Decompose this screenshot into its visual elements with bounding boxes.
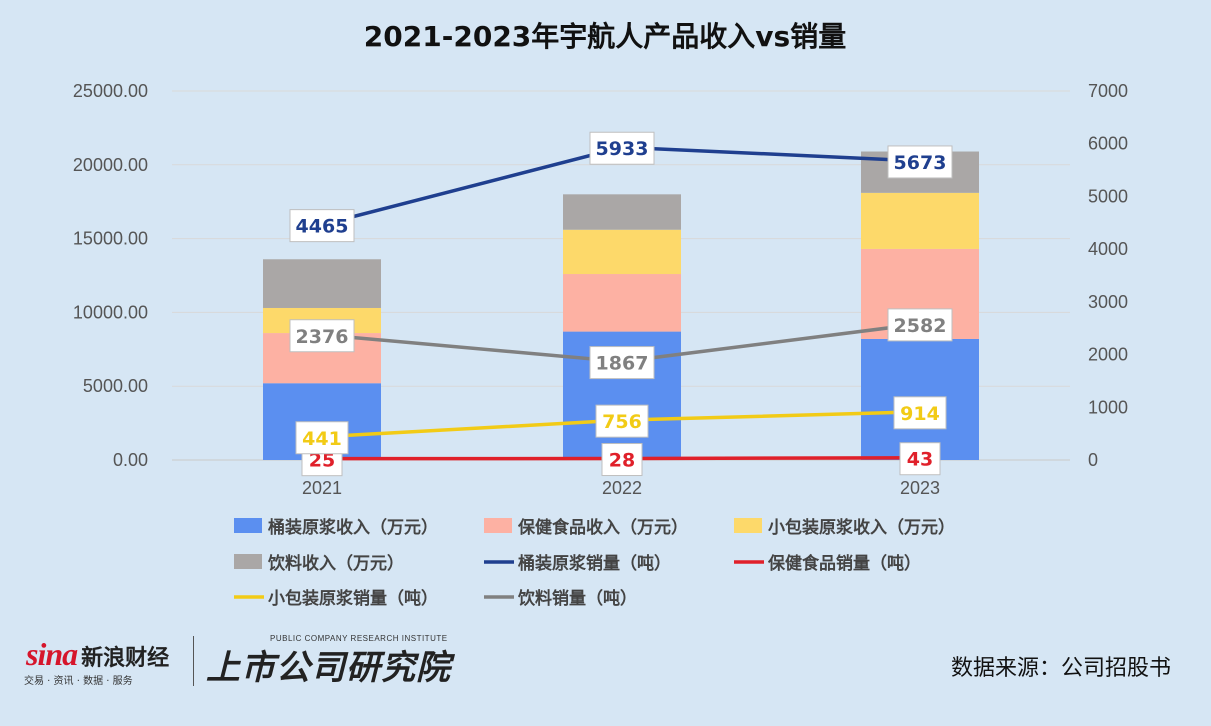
data-label: 43	[907, 449, 933, 471]
right-axis-tick-label: 2000	[1088, 345, 1128, 365]
right-axis-tick-label: 1000	[1088, 397, 1128, 417]
right-axis-tick-label: 6000	[1088, 134, 1128, 154]
data-label: 756	[602, 411, 642, 433]
footer: sina 新浪财经 交易 · 资讯 · 数据 · 服务 PUBLIC COMPAN…	[0, 628, 1211, 698]
data-label: 5933	[596, 138, 649, 160]
footer-divider	[193, 636, 194, 686]
legend-swatch	[734, 518, 762, 533]
right-axis-tick-label: 7000	[1088, 81, 1128, 101]
data-label-box	[887, 308, 953, 342]
data-label-box	[887, 145, 953, 179]
x-axis-category-label: 2022	[602, 478, 642, 498]
data-label: 4465	[296, 216, 349, 238]
data-label-box	[589, 131, 655, 165]
legend-label: 桶装原浆销量（吨）	[518, 553, 671, 574]
legend-label: 保健食品收入（万元）	[517, 517, 688, 538]
data-label-box	[289, 319, 355, 353]
legend-label: 保健食品销量（吨）	[767, 553, 921, 574]
legend-label: 小包装原浆收入（万元）	[768, 517, 955, 538]
data-label-box	[601, 443, 643, 477]
data-label-box	[893, 396, 947, 430]
legend-label: 饮料销量（吨）	[517, 588, 637, 609]
left-axis-tick-label: 15000.00	[73, 229, 148, 249]
bar-segment	[263, 259, 381, 308]
institute-logo: 上市公司研究院	[206, 648, 451, 688]
data-label: 914	[900, 403, 940, 425]
data-label: 2376	[296, 326, 349, 348]
right-axis-tick-label: 5000	[1088, 186, 1128, 206]
right-axis-tick-label: 3000	[1088, 292, 1128, 312]
left-axis-tick-label: 5000.00	[83, 376, 148, 396]
data-label: 2582	[894, 315, 947, 337]
left-axis-tick-label: 10000.00	[73, 302, 148, 322]
left-axis-tick-label: 25000.00	[73, 81, 148, 101]
legend-swatch	[484, 518, 512, 533]
legend-swatch	[234, 554, 262, 569]
chart-title: 2021-2023年宇航人产品收入vs销量	[364, 20, 846, 53]
right-axis-tick-label: 0	[1088, 450, 1098, 470]
data-label-box	[595, 404, 649, 438]
data-label-box	[289, 209, 355, 243]
x-axis-category-label: 2021	[302, 478, 342, 498]
data-label: 1867	[596, 353, 649, 375]
left-axis-tick-label: 0.00	[113, 450, 148, 470]
sina-tagline: 交易 · 资讯 · 数据 · 服务	[24, 676, 133, 687]
data-label: 28	[609, 450, 635, 472]
left-axis-tick-label: 20000.00	[73, 155, 148, 175]
bar-segment	[861, 192, 979, 249]
sina-finance-name: 新浪财经	[81, 646, 170, 671]
legend-label: 小包装原浆销量（吨）	[268, 588, 438, 609]
data-label-box	[589, 346, 655, 380]
data-source: 数据来源：公司招股书	[950, 656, 1171, 681]
right-axis-tick-label: 4000	[1088, 239, 1128, 259]
legend-label: 饮料收入（万元）	[267, 553, 404, 574]
sina-wordmark: sina	[26, 636, 78, 672]
data-label-box	[295, 421, 349, 455]
chart: 2021-2023年宇航人产品收入vs销量 0.00 5000.00 10000.0…	[73, 20, 1128, 609]
data-label: 441	[302, 428, 342, 450]
bar-segment	[563, 274, 681, 332]
institute-english-name: PUBLIC COMPANY RESEARCH INSTITUTE	[270, 634, 448, 643]
sina-finance-logo[interactable]: sina 新浪财经	[26, 636, 169, 673]
bar-segment	[563, 194, 681, 230]
bar-segment	[563, 229, 681, 275]
data-label: 5673	[894, 152, 947, 174]
legend-label: 桶装原浆收入（万元）	[268, 517, 438, 538]
legend-swatch	[234, 518, 262, 533]
data-label-box	[899, 442, 941, 476]
x-axis-category-label: 2023	[900, 478, 940, 498]
data-label: 25	[309, 450, 335, 472]
